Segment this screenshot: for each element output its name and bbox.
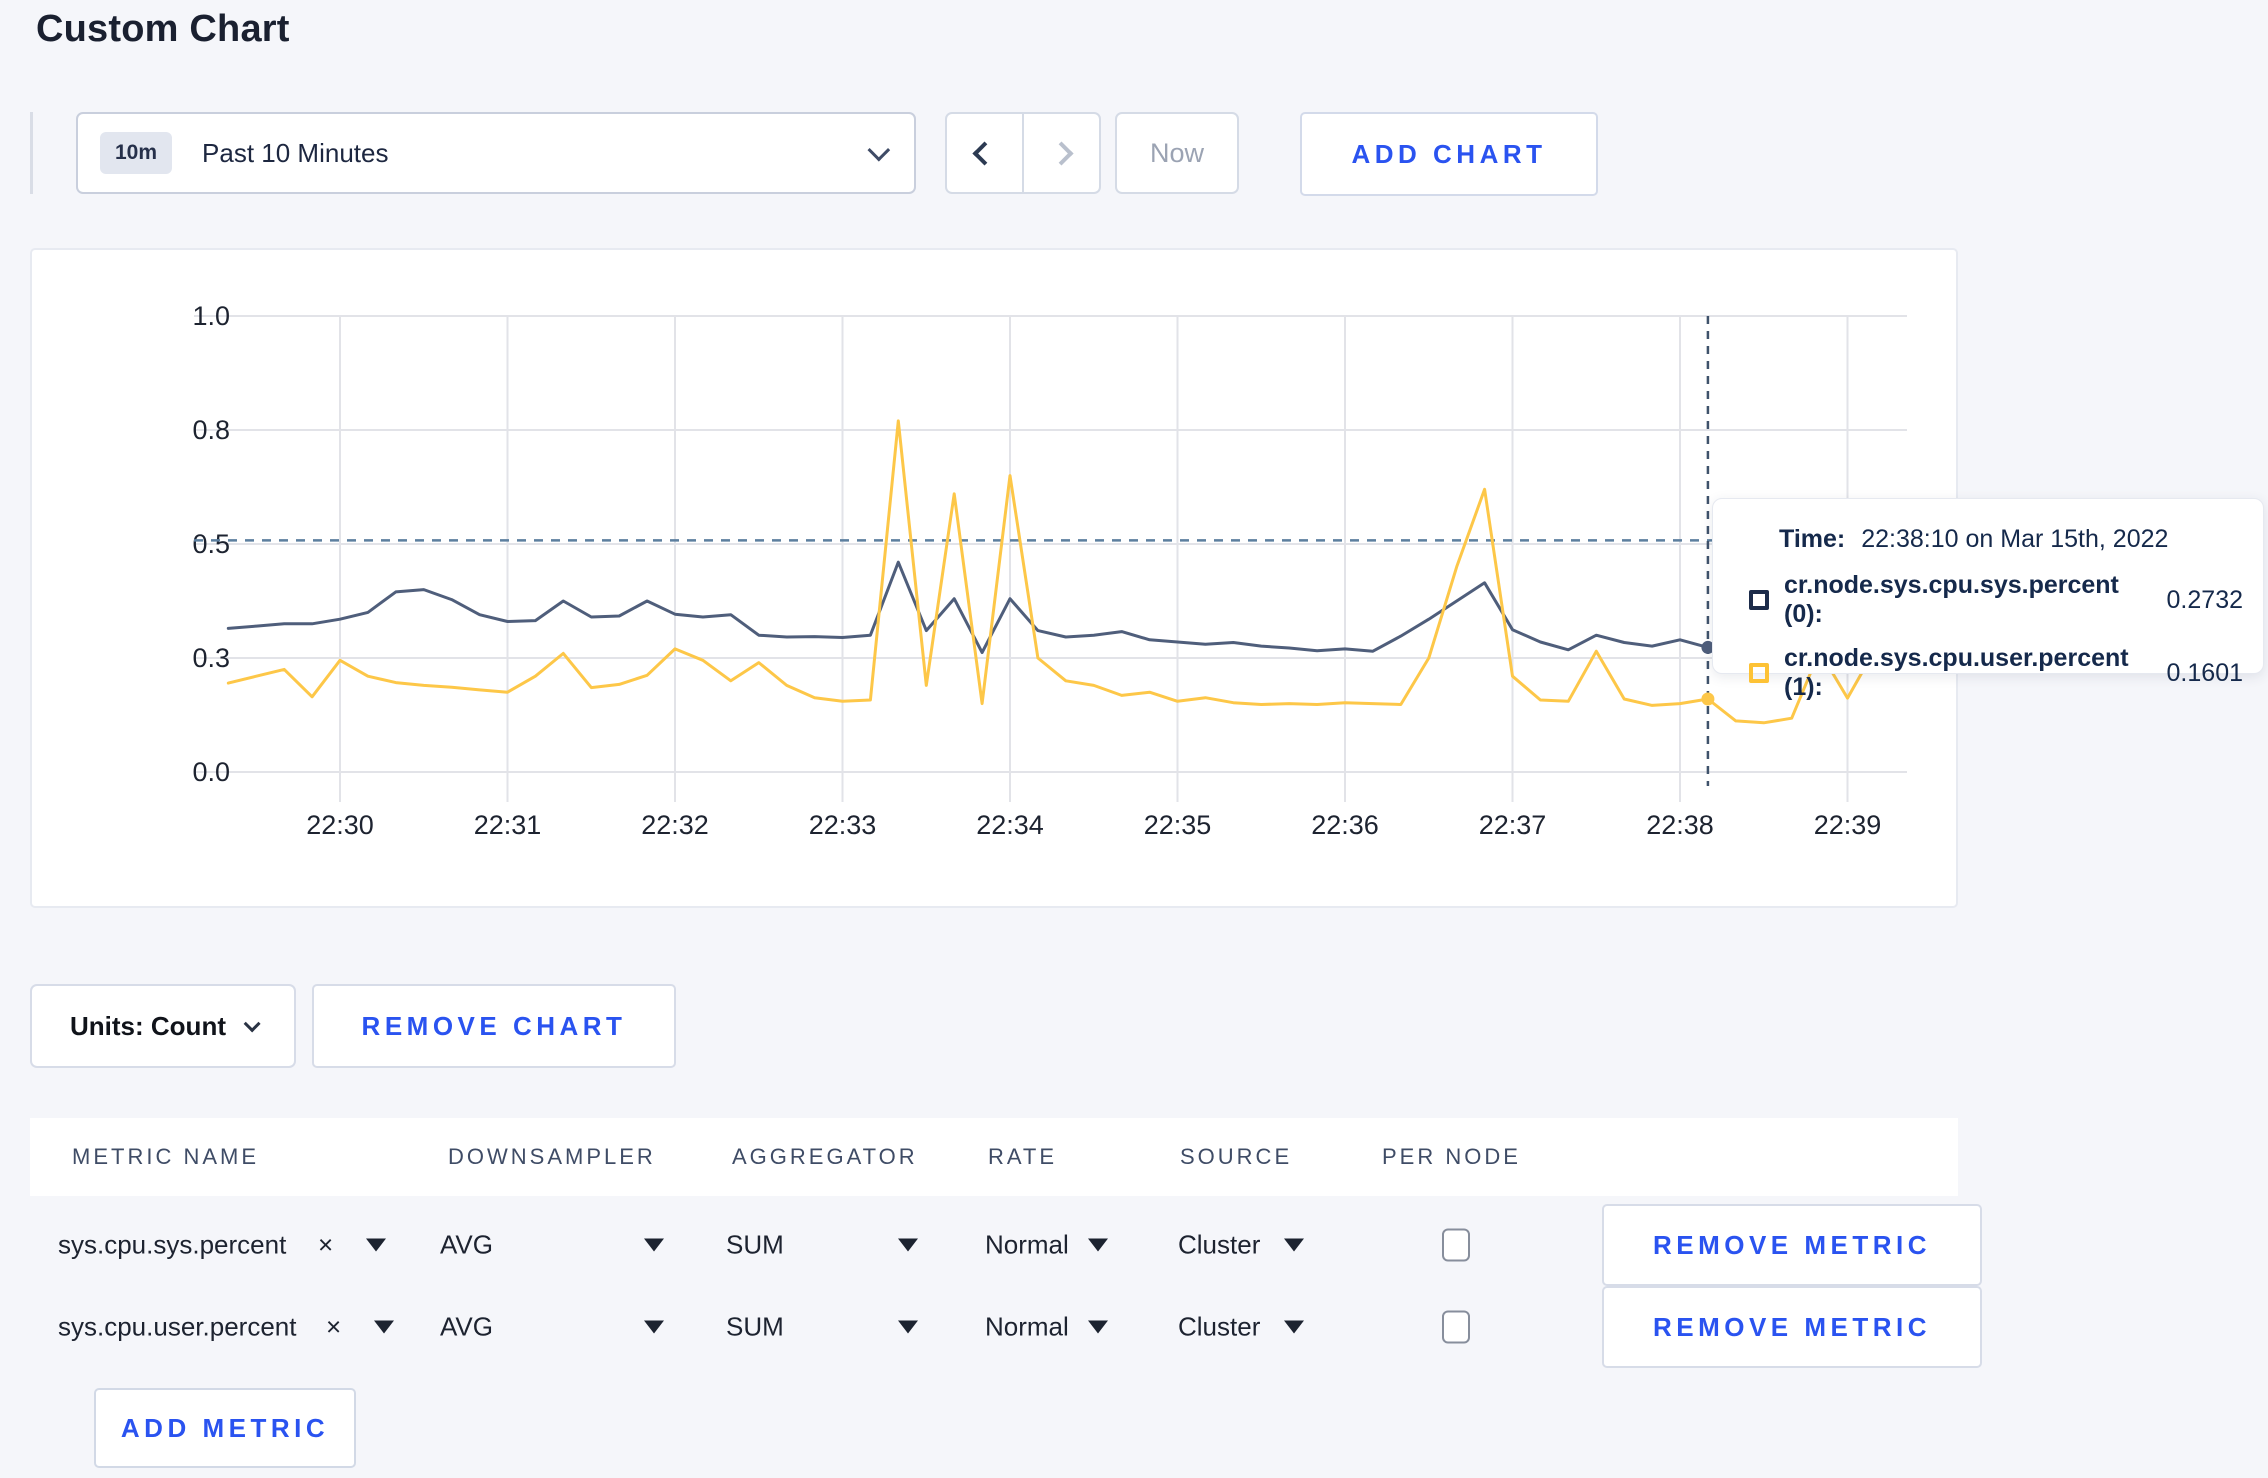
chevron-down-icon [243, 1015, 261, 1033]
x-axis-tick-label: 22:37 [1479, 810, 1547, 840]
add-chart-button[interactable]: ADD CHART [1300, 112, 1598, 196]
y-axis-tick-label: 1.0 [192, 301, 230, 331]
time-window-select[interactable]: 10m Past 10 Minutes [76, 112, 916, 194]
dropdown-caret-icon [1284, 1238, 1304, 1252]
chevron-right-icon [1049, 140, 1074, 166]
column-header-aggregator: AGGREGATOR [732, 1144, 918, 1169]
x-axis-tick-label: 22:38 [1646, 810, 1714, 840]
remove-chart-button[interactable]: REMOVE CHART [312, 984, 676, 1068]
tooltip-series-value: 0.2732 [2166, 585, 2243, 614]
tooltip-time-label: Time: [1779, 525, 1846, 553]
dropdown-caret-icon [366, 1238, 386, 1252]
y-axis-tick-label: 0.0 [192, 757, 230, 787]
dropdown-caret-icon [1088, 1238, 1108, 1252]
series-line-cr.node.sys.cpu.sys.percent [226, 560, 1877, 654]
metric-name-value[interactable]: sys.cpu.user.percent [58, 1311, 297, 1342]
y-axis-tick-label: 0.8 [192, 415, 230, 445]
x-axis-tick-label: 22:39 [1814, 810, 1882, 840]
remove-metric-button[interactable]: REMOVE METRIC [1602, 1204, 1982, 1286]
metrics-table-header: METRIC NAME DOWNSAMPLER AGGREGATOR RATE … [30, 1118, 1958, 1196]
series-swatch-user [1749, 663, 1769, 683]
tooltip-series-label: cr.node.sys.cpu.user.percent (1): [1784, 644, 2129, 701]
clear-metric-icon[interactable]: × [326, 1311, 342, 1342]
column-header-per-node: PER NODE [1382, 1144, 1521, 1169]
metric-row: sys.cpu.user.percent × AVG SUM Normal Cl… [30, 1286, 1958, 1368]
time-window-badge: 10m [100, 132, 173, 174]
add-metric-button[interactable]: ADD METRIC [94, 1388, 356, 1468]
y-axis-tick-label: 0.3 [192, 643, 230, 673]
tooltip-series-value: 0.1601 [2166, 658, 2243, 687]
metric-name-value[interactable]: sys.cpu.sys.percent [58, 1229, 287, 1260]
now-button[interactable]: Now [1115, 112, 1239, 194]
rate-select[interactable]: Normal [985, 1311, 1069, 1342]
dropdown-caret-icon [644, 1320, 664, 1334]
downsampler-select[interactable]: AVG [440, 1229, 493, 1260]
dropdown-caret-icon [1088, 1320, 1108, 1334]
x-axis-tick-label: 22:31 [474, 810, 542, 840]
source-select[interactable]: Cluster [1178, 1229, 1261, 1260]
time-window-label: Past 10 Minutes [202, 137, 389, 168]
units-select-label: Units: Count [70, 1010, 226, 1041]
rate-select[interactable]: Normal [985, 1229, 1069, 1260]
series-line-cr.node.sys.cpu.user.percent [226, 419, 1877, 725]
x-axis-tick-label: 22:32 [641, 810, 709, 840]
x-axis-tick-label: 22:33 [809, 810, 877, 840]
dropdown-caret-icon [898, 1238, 918, 1252]
chevron-down-icon [867, 138, 891, 162]
chart-card: 0.0 0.3 0.5 0.8 1.0 22:30 22:31 22:32 22:33 22:34… [30, 248, 1958, 908]
dropdown-caret-icon [374, 1320, 394, 1334]
hover-point [1701, 692, 1715, 706]
per-node-checkbox[interactable] [1442, 1310, 1470, 1344]
dropdown-caret-icon [644, 1238, 664, 1252]
column-header-downsampler: DOWNSAMPLER [448, 1144, 656, 1169]
column-header-source: SOURCE [1180, 1144, 1293, 1169]
series-swatch-sys [1749, 590, 1769, 610]
x-axis-tick-label: 22:30 [306, 810, 374, 840]
time-pager [945, 112, 1101, 194]
clear-metric-icon[interactable]: × [318, 1229, 334, 1260]
x-axis-tick-label: 22:35 [1144, 810, 1212, 840]
hover-point [1701, 640, 1715, 654]
dropdown-caret-icon [1284, 1320, 1304, 1334]
column-header-rate: RATE [988, 1144, 1058, 1169]
chevron-left-icon [972, 140, 997, 166]
column-header-metric-name: METRIC NAME [72, 1144, 259, 1169]
tooltip-time-value: 22:38:10 on Mar 15th, 2022 [1861, 525, 2169, 553]
remove-metric-button[interactable]: REMOVE METRIC [1602, 1286, 1982, 1368]
x-axis-tick-label: 22:36 [1311, 810, 1379, 840]
custom-chart-plot[interactable]: 0.0 0.3 0.5 0.8 1.0 22:30 22:31 22:32 22:33 22:34… [32, 250, 1956, 906]
source-select[interactable]: Cluster [1178, 1311, 1261, 1342]
y-axis-tick-label: 0.5 [192, 529, 230, 559]
x-axis-tick-label: 22:34 [976, 810, 1044, 840]
chart-tooltip: Time: 22:38:10 on Mar 15th, 2022 cr.node… [1712, 498, 2264, 701]
page-title: Custom Chart [36, 8, 290, 50]
downsampler-select[interactable]: AVG [440, 1311, 493, 1342]
per-node-checkbox[interactable] [1442, 1228, 1470, 1262]
metric-row: sys.cpu.sys.percent × AVG SUM Normal Clu… [30, 1204, 1958, 1286]
units-select[interactable]: Units: Count [30, 984, 296, 1068]
toolbar-divider [30, 112, 33, 194]
tooltip-series-label: cr.node.sys.cpu.sys.percent (0): [1784, 571, 2119, 628]
next-time-button[interactable] [1024, 114, 1099, 192]
dropdown-caret-icon [898, 1320, 918, 1334]
aggregator-select[interactable]: SUM [726, 1229, 784, 1260]
aggregator-select[interactable]: SUM [726, 1311, 784, 1342]
prev-time-button[interactable] [947, 114, 1024, 192]
